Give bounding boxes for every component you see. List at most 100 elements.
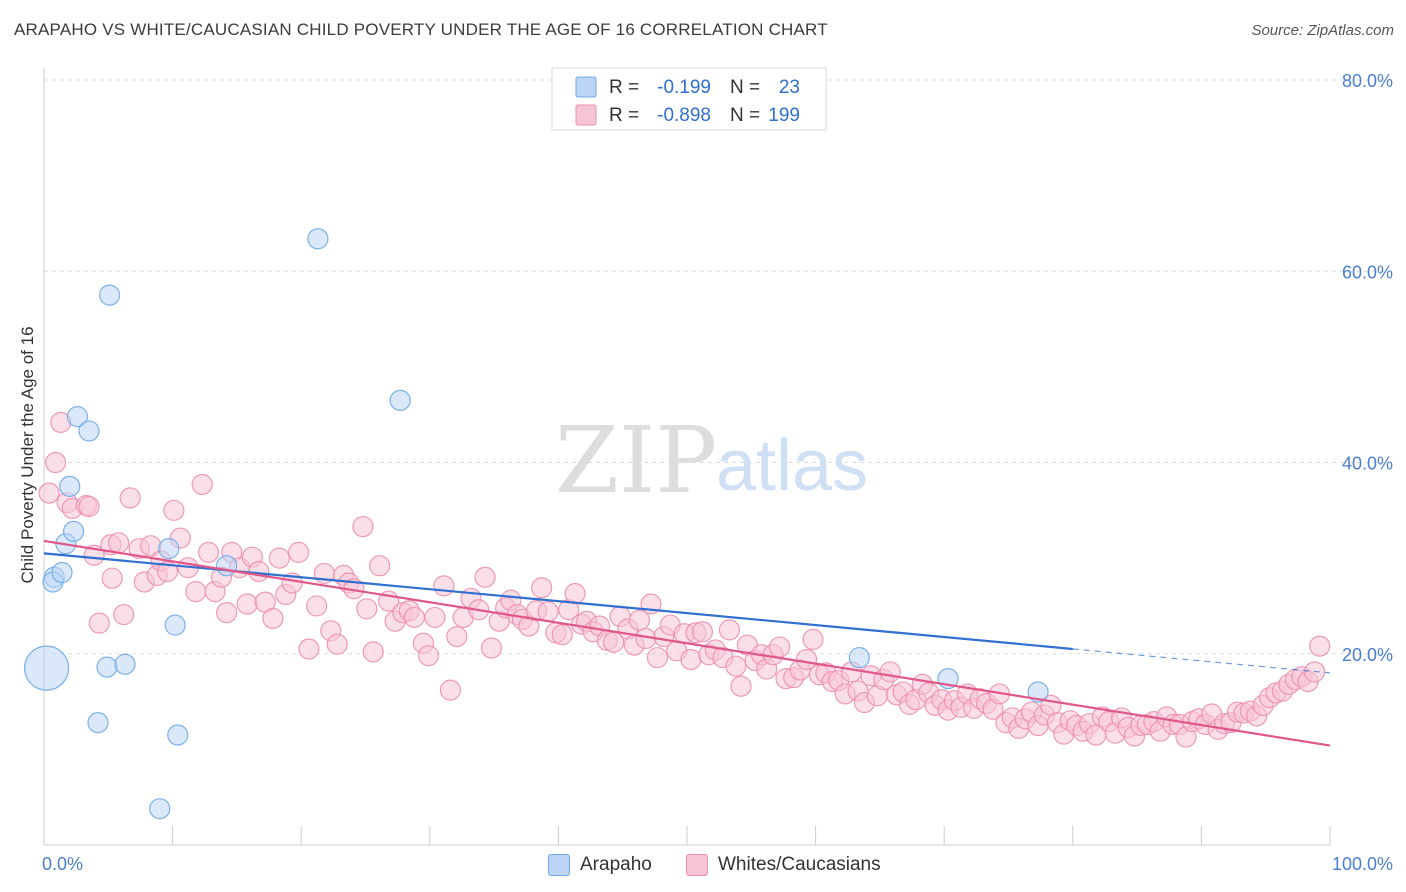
x-tick-labels: 0.0% 100.0% — [42, 854, 1393, 874]
data-point — [433, 575, 455, 597]
data-point — [879, 661, 901, 683]
data-point — [248, 560, 270, 583]
data-point — [403, 606, 425, 629]
data-point — [369, 555, 391, 577]
data-point — [306, 595, 328, 617]
data-point — [114, 653, 136, 675]
data-point — [768, 636, 791, 658]
data-point — [474, 566, 496, 588]
data-point — [107, 532, 130, 554]
watermark-atlas: atlas — [716, 426, 868, 506]
data-point — [96, 656, 118, 678]
x-tick-label-min: 0.0% — [42, 854, 83, 874]
data-point — [424, 606, 446, 629]
data-point — [51, 561, 73, 584]
data-point — [691, 621, 714, 643]
data-point — [646, 646, 669, 669]
legend-label-whites: Whites/Caucasians — [718, 854, 881, 875]
x-tick-label-max: 100.0% — [1332, 854, 1393, 874]
data-point — [167, 724, 189, 746]
axes — [43, 68, 1331, 846]
legend-r-label: R = — [609, 77, 639, 98]
source-credit: Source: ZipAtlas.com — [1251, 22, 1394, 39]
data-point — [88, 612, 110, 634]
chart-title: ARAPAHO VS WHITE/CAUCASIAN CHILD POVERTY… — [14, 20, 828, 39]
data-point — [564, 582, 586, 605]
legend-bottom: Arapaho Whites/Caucasians — [0, 848, 1406, 882]
data-point — [356, 598, 378, 620]
data-point — [439, 679, 461, 701]
trend-line-whites — [43, 539, 1331, 747]
data-point — [288, 541, 310, 563]
data-point — [98, 284, 121, 306]
data-point — [725, 655, 747, 677]
data-point — [1309, 635, 1331, 657]
y-axis-label: Child Poverty Under the Age of 16 — [18, 326, 37, 583]
data-point — [113, 603, 135, 626]
data-point — [149, 798, 171, 820]
data-point — [802, 628, 824, 651]
data-point — [23, 645, 70, 691]
y-tick-labels: 20.0% 40.0% 60.0% 80.0% — [1342, 71, 1393, 665]
y-tick-label: 80.0% — [1342, 71, 1393, 91]
data-point — [38, 482, 60, 504]
data-point — [191, 473, 213, 496]
data-point — [531, 577, 553, 599]
data-point — [66, 406, 89, 428]
data-point — [730, 675, 752, 697]
legend-r-label: R = — [609, 105, 639, 126]
legend-box — [551, 67, 827, 131]
data-point — [718, 619, 741, 641]
data-point — [298, 638, 320, 660]
data-point — [537, 601, 559, 623]
data-point — [795, 648, 818, 671]
legend-r-value: -0.898 — [657, 105, 711, 126]
trend-lines — [43, 539, 1331, 747]
data-point — [198, 541, 220, 563]
legend-swatch-whites — [686, 854, 708, 876]
data-point — [352, 515, 374, 538]
legend-n-label: N = — [730, 105, 760, 126]
data-point — [262, 607, 284, 629]
data-point — [551, 624, 573, 646]
data-point — [326, 633, 348, 655]
data-point — [216, 555, 238, 577]
data-point — [307, 228, 329, 250]
data-point — [848, 646, 870, 669]
data-point — [446, 625, 468, 648]
data-point — [480, 637, 503, 659]
data-point — [87, 711, 109, 734]
data-point — [1027, 681, 1049, 703]
data-point — [101, 567, 123, 589]
data-point — [78, 495, 100, 518]
data-point — [119, 487, 141, 509]
legend-n-value: 199 — [768, 105, 800, 126]
legend-n-value: 23 — [779, 77, 800, 98]
y-tick-label: 40.0% — [1342, 454, 1393, 474]
trend-line-arapaho-extension — [1072, 648, 1331, 674]
watermark: ZIP atlas — [555, 407, 868, 514]
data-point — [389, 389, 411, 411]
data-point — [62, 520, 85, 542]
legend-stat-swatch — [575, 104, 597, 126]
legend-label-arapaho: Arapaho — [580, 854, 652, 875]
y-tick-label: 60.0% — [1342, 262, 1393, 282]
data-point — [417, 645, 440, 667]
data-point — [216, 602, 238, 624]
legend-r-value: -0.199 — [657, 77, 711, 98]
series-arapaho — [23, 228, 1049, 820]
data-point — [362, 641, 384, 663]
data-point — [236, 593, 258, 615]
watermark-zip: ZIP — [555, 407, 717, 514]
data-point — [78, 420, 100, 442]
data-point — [163, 499, 185, 521]
legend-stats: R = -0.199 N = 23 R = -0.898 N = 199 — [551, 67, 827, 131]
data-point — [44, 451, 67, 474]
data-point — [164, 614, 186, 636]
y-tick-label: 20.0% — [1342, 645, 1393, 665]
data-point — [59, 475, 81, 498]
legend-swatch-arapaho — [548, 854, 570, 876]
legend-n-label: N = — [730, 77, 760, 98]
data-point — [268, 547, 290, 569]
